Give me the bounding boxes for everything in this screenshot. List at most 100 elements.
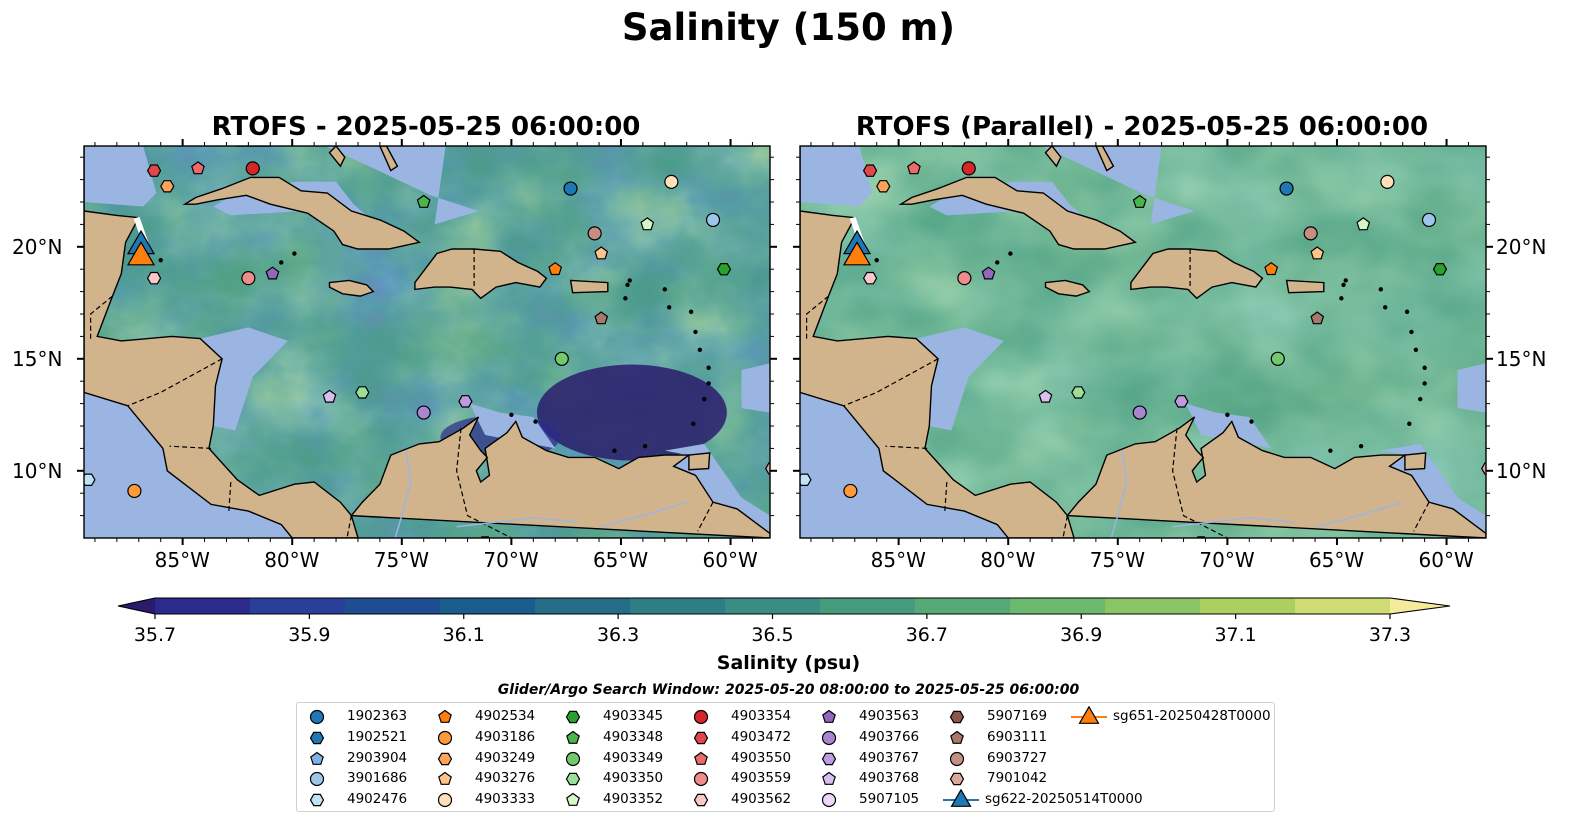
float-4903352 — [1356, 217, 1371, 231]
legend-label: 4903333 — [475, 791, 536, 808]
colorbar-tick-label: 35.9 — [288, 624, 331, 646]
legend-label: 4903349 — [603, 749, 664, 766]
colorbar-bin — [820, 598, 916, 614]
panel-title-rtofs-parallel: RTOFS (Parallel) - 2025-05-25 06:00:00 — [855, 112, 1429, 142]
small-island — [662, 287, 667, 292]
land-hispaniola — [414, 248, 548, 300]
continental-shelf — [800, 392, 1009, 538]
map-panel-rtofs — [84, 146, 770, 633]
small-island — [642, 443, 648, 449]
small-island — [706, 365, 711, 370]
float-4903345 — [1432, 263, 1448, 276]
legend-marker-icon — [949, 773, 965, 786]
colorbar-bin — [1010, 598, 1106, 614]
legend-hexagon-icon — [693, 731, 709, 744]
legend-marker-icon — [693, 772, 709, 787]
land-bahamas2 — [379, 146, 399, 172]
legend-marker-icon — [565, 773, 581, 786]
continental-shelf — [325, 146, 479, 225]
legend-marker-icon — [949, 751, 965, 766]
y-tick-label: 15°N — [12, 346, 63, 371]
float-4903472 — [862, 164, 878, 177]
legend-label: 5907105 — [859, 791, 920, 808]
y-tick-label: 15°N — [1496, 346, 1547, 371]
legend-marker-icon — [821, 752, 837, 765]
legend-pentagon-icon — [822, 709, 836, 723]
x-tick-label: 75°W — [1089, 548, 1146, 572]
float-3901686 — [1421, 212, 1437, 228]
colorbar — [117, 597, 1451, 619]
float-4902534 — [548, 261, 563, 276]
x-tick-label: 60°W — [1418, 548, 1474, 572]
legend-pentagon-icon — [566, 792, 580, 807]
small-island — [697, 347, 703, 353]
river — [598, 501, 687, 528]
legend-marker-icon — [943, 789, 979, 808]
land-bahamas1 — [1044, 146, 1062, 168]
float-4903345 — [716, 263, 732, 276]
x-tick-label: 70°W — [1199, 548, 1255, 572]
legend-circle-icon — [309, 772, 325, 787]
legend-marker-icon — [565, 751, 581, 766]
float-4902476 — [84, 473, 96, 486]
small-island — [1418, 396, 1423, 402]
legend-marker-icon — [437, 730, 453, 745]
float-6903727 — [1303, 226, 1318, 241]
legend-title: Glider/Argo Search Window: 2025-05-20 08… — [497, 682, 1080, 698]
float-4903563 — [265, 266, 280, 280]
legend-marker-icon — [438, 772, 452, 786]
land-southAmerica — [1065, 416, 1486, 538]
colorbar-tick-label: 36.9 — [1060, 624, 1103, 646]
land-cuba — [898, 176, 1137, 250]
float-4903550 — [907, 161, 921, 175]
legend-circle-icon — [693, 709, 709, 725]
colorbar-bin — [535, 598, 631, 614]
legend-marker-icon — [949, 710, 965, 724]
country-border — [1413, 501, 1430, 532]
y-tick-label: 20°N — [12, 234, 63, 259]
float-3901686 — [705, 212, 721, 228]
float-4903562 — [862, 271, 878, 285]
small-island — [1404, 309, 1410, 314]
colorbar-bin — [345, 598, 441, 614]
legend-label: 6903111 — [987, 728, 1048, 745]
country-border — [1171, 428, 1228, 538]
float-7901042 — [1481, 462, 1486, 475]
colorbar-bin — [1105, 598, 1201, 614]
legend-marker-icon — [309, 793, 325, 807]
country-border — [1062, 515, 1068, 538]
legend-hexagon-icon — [565, 773, 581, 786]
small-island — [702, 396, 707, 402]
float-4903767 — [458, 395, 473, 408]
float-2903904 — [100, 621, 112, 633]
land-puertoRico — [569, 279, 609, 294]
continental-shelf — [916, 327, 1004, 431]
legend-hexagon-icon — [949, 773, 965, 786]
legend-label: sg651-20250428T0000 — [1113, 708, 1271, 724]
legend-marker-icon — [1071, 706, 1107, 724]
legend-label: 4902476 — [347, 791, 408, 808]
legend-label: 4903345 — [603, 708, 664, 724]
colorbar-bin — [440, 598, 536, 614]
land-jamaica — [328, 279, 375, 297]
legend-marker-icon — [438, 709, 452, 723]
legend-pentagon-icon — [694, 751, 708, 765]
legend-marker-icon — [693, 731, 709, 744]
small-island — [279, 260, 284, 265]
legend-label: 6903727 — [987, 749, 1048, 766]
continental-shelf — [741, 363, 770, 413]
continental-shelf — [200, 327, 288, 431]
country-border — [346, 515, 352, 538]
float-4903350 — [355, 386, 370, 399]
legend-pentagon-icon — [438, 772, 452, 786]
legend-marker-icon — [950, 730, 964, 744]
float-4903333 — [1380, 174, 1395, 189]
legend-marker-icon — [437, 793, 453, 808]
legend-circle-icon — [949, 751, 965, 766]
colorbar-bin — [1295, 598, 1391, 614]
float-4903276 — [1310, 246, 1325, 260]
legend-label: 4903768 — [859, 770, 920, 787]
land-bahamas1 — [328, 146, 346, 168]
float-4903348 — [1132, 194, 1147, 208]
legend-marker-icon — [566, 730, 580, 744]
